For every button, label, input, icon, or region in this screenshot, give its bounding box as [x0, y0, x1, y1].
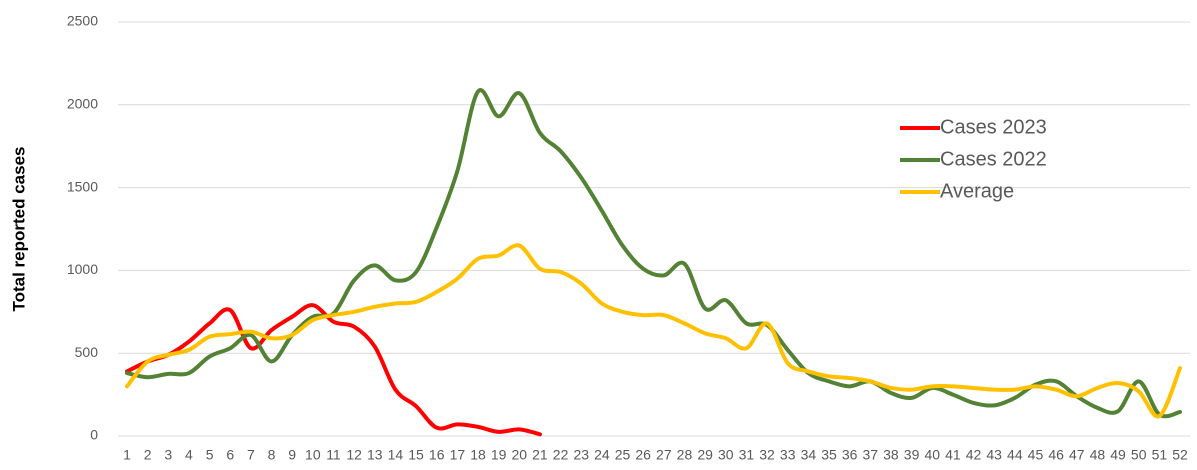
- x-tick-label: 2: [144, 447, 152, 463]
- x-tick-label: 29: [697, 447, 713, 463]
- y-tick-label: 1500: [67, 178, 98, 194]
- x-tick-label: 50: [1131, 447, 1147, 463]
- x-tick-label: 21: [532, 447, 548, 463]
- y-tick-label: 2000: [67, 96, 98, 112]
- legend-label: Cases 2023: [940, 116, 1047, 138]
- line: [125, 303, 542, 437]
- x-tick-label: 12: [346, 447, 362, 463]
- x-tick-label: 52: [1172, 447, 1188, 463]
- y-tick-label: 1000: [67, 261, 98, 277]
- x-tick-label: 1: [123, 447, 131, 463]
- x-tick-label: 26: [635, 447, 651, 463]
- x-tick-label: 28: [677, 447, 693, 463]
- legend-label: Average: [940, 180, 1014, 202]
- x-tick-label: 33: [780, 447, 796, 463]
- x-tick-label: 42: [966, 447, 982, 463]
- y-tick-label: 500: [75, 344, 99, 360]
- x-tick-label: 7: [247, 447, 255, 463]
- x-tick-label: 4: [185, 447, 193, 463]
- y-axis-label: Total reported cases: [9, 146, 28, 311]
- line: [125, 87, 1182, 419]
- x-tick-label: 11: [326, 447, 341, 463]
- x-tick-label: 36: [842, 447, 858, 463]
- x-tick-label: 34: [801, 447, 817, 463]
- x-tick-label: 43: [986, 447, 1002, 463]
- x-tick-label: 25: [615, 447, 631, 463]
- x-tick-label: 39: [904, 447, 920, 463]
- x-tick-label: 19: [491, 447, 507, 463]
- x-tick-label: 9: [288, 447, 296, 463]
- x-tick-label: 46: [1048, 447, 1064, 463]
- x-tick-label: 14: [388, 447, 404, 463]
- x-tick-label: 38: [883, 447, 899, 463]
- x-tick-label: 5: [206, 447, 214, 463]
- line: [125, 243, 1182, 419]
- x-tick-label: 16: [429, 447, 445, 463]
- x-tick-label: 45: [1028, 447, 1044, 463]
- x-tick-label: 22: [553, 447, 569, 463]
- x-tick-label: 20: [512, 447, 528, 463]
- x-tick-label: 10: [305, 447, 321, 463]
- x-tick-label: 51: [1152, 447, 1168, 463]
- x-tick-label: 32: [759, 447, 775, 463]
- x-tick-label: 35: [821, 447, 837, 463]
- x-tick-label: 3: [164, 447, 172, 463]
- x-tick-label: 49: [1110, 447, 1126, 463]
- x-tick-label: 30: [718, 447, 734, 463]
- x-tick-label: 6: [226, 447, 234, 463]
- x-tick-label: 15: [408, 447, 424, 463]
- x-tick-label: 17: [450, 447, 466, 463]
- x-tick-label: 40: [924, 447, 940, 463]
- x-tick-label: 13: [367, 447, 383, 463]
- x-tick-label: 8: [268, 447, 276, 463]
- x-tick-label: 24: [594, 447, 610, 463]
- x-tick-label: 44: [1007, 447, 1023, 463]
- y-tick-label: 2500: [67, 13, 98, 29]
- x-tick-label: 23: [573, 447, 589, 463]
- legend-label: Cases 2022: [940, 148, 1047, 170]
- x-tick-label: 27: [656, 447, 672, 463]
- x-tick-label: 41: [945, 447, 961, 463]
- x-tick-label: 37: [863, 447, 879, 463]
- x-tick-label: 18: [470, 447, 486, 463]
- x-tick-label: 31: [739, 447, 755, 463]
- y-tick-label: 0: [90, 427, 98, 443]
- x-tick-label: 48: [1090, 447, 1106, 463]
- x-tick-label: 47: [1069, 447, 1085, 463]
